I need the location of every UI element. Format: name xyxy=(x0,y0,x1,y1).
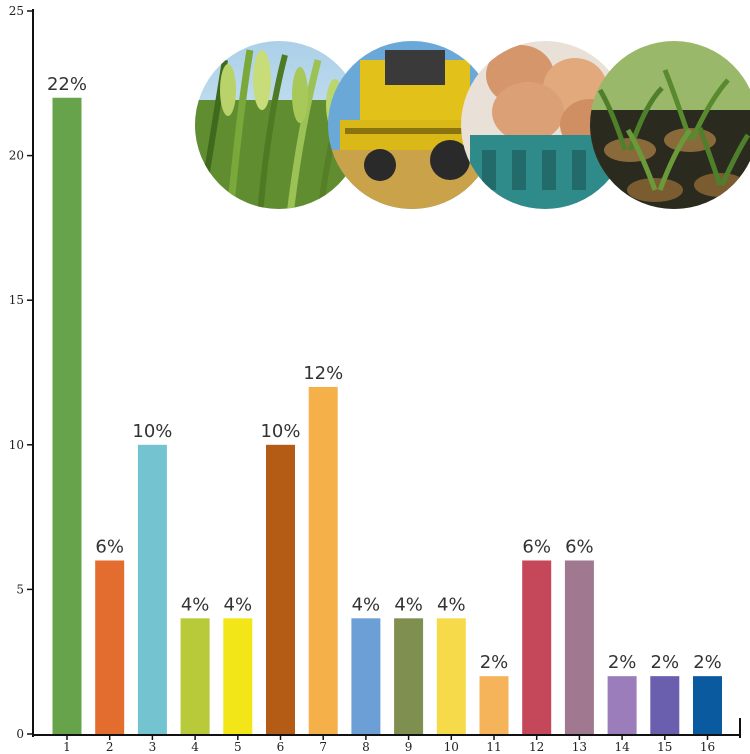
bar-data-label: 4% xyxy=(224,594,253,615)
y-tick-label: 20 xyxy=(9,149,24,163)
bar-data-label: 22% xyxy=(47,74,87,95)
bar-data-label: 6% xyxy=(95,536,124,557)
bar-data-label: 4% xyxy=(352,594,381,615)
bar-data-label: 6% xyxy=(565,536,594,557)
x-tick-label: 6 xyxy=(277,740,285,754)
bar xyxy=(351,618,381,734)
bar-data-label: 2% xyxy=(480,652,509,673)
x-tick-label: 13 xyxy=(572,740,587,754)
bar-data-label: 6% xyxy=(522,536,551,557)
bar-data-label: 4% xyxy=(181,594,210,615)
bar xyxy=(223,618,253,734)
x-tick-label: 10 xyxy=(444,740,459,754)
x-tick-label: 11 xyxy=(486,740,501,754)
x-tick-label: 1 xyxy=(63,740,71,754)
bar xyxy=(180,618,210,734)
bar-data-labels: 22% 6% 10% 4% 4% 10% 12% 4% 4% 4% 2% 6% 6% 2% 2% 2% xyxy=(47,74,722,673)
bar-data-label: 12% xyxy=(303,363,343,384)
x-tick-label: 4 xyxy=(191,740,199,754)
x-tick-label: 5 xyxy=(234,740,242,754)
x-tick-label: 16 xyxy=(700,740,715,754)
x-tick-label: 15 xyxy=(657,740,672,754)
bar xyxy=(394,618,424,734)
y-tick-label: 10 xyxy=(9,438,24,452)
bar xyxy=(522,560,552,734)
bar xyxy=(693,676,722,734)
bar-data-label: 2% xyxy=(608,652,637,673)
seedling-nursery-photo xyxy=(590,41,750,209)
x-tick-label: 2 xyxy=(106,740,114,754)
bar-data-label: 4% xyxy=(437,594,466,615)
bar xyxy=(479,676,509,734)
x-tick-label: 12 xyxy=(529,740,544,754)
bar xyxy=(564,560,594,734)
x-tick-label: 14 xyxy=(614,740,630,754)
bar xyxy=(650,676,680,734)
bar-data-label: 4% xyxy=(394,594,423,615)
bar xyxy=(266,444,295,734)
x-tick-label: 9 xyxy=(405,740,413,754)
bar xyxy=(95,560,125,734)
bar-data-label: 10% xyxy=(132,421,172,442)
bar-data-label: 10% xyxy=(260,421,300,442)
bar xyxy=(52,97,82,734)
bar-data-label: 2% xyxy=(651,652,680,673)
x-tick-label: 7 xyxy=(319,740,327,754)
y-axis-ticks: 0 5 10 15 20 25 xyxy=(9,4,33,741)
y-tick-label: 25 xyxy=(9,4,24,18)
y-tick-label: 15 xyxy=(9,293,24,307)
bar xyxy=(137,444,167,734)
bar xyxy=(436,618,466,734)
y-tick-label: 0 xyxy=(16,727,24,741)
bar xyxy=(607,676,637,734)
y-tick-label: 5 xyxy=(16,582,24,596)
bars xyxy=(52,97,722,734)
x-tick-label: 3 xyxy=(149,740,157,754)
x-tick-label: 8 xyxy=(362,740,370,754)
bar xyxy=(308,386,338,734)
x-axis-ticks: 1 2 3 4 5 6 7 8 9 10 11 12 13 14 15 16 xyxy=(63,735,715,754)
bar-data-label: 2% xyxy=(693,652,722,673)
